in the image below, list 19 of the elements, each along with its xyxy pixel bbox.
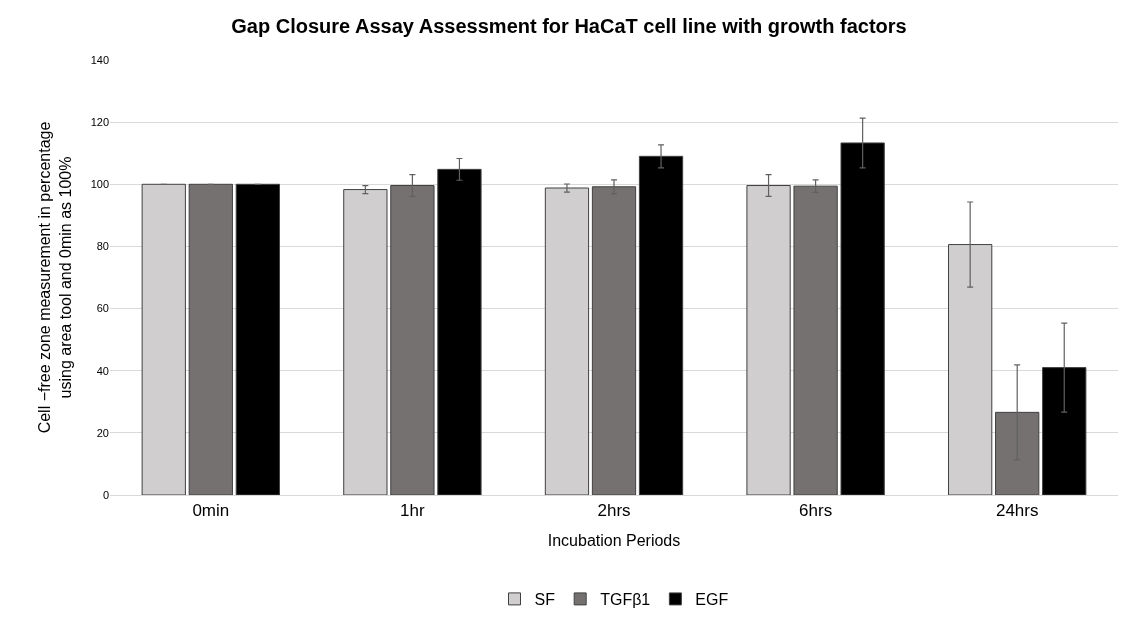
legend-label: TGFβ1 — [600, 591, 651, 609]
legend-label: SF — [534, 591, 556, 609]
y-tick-label: 120 — [90, 115, 109, 128]
y-tick-label: 140 — [90, 53, 109, 66]
x-tick-label: 2hrs — [597, 501, 631, 521]
y-tick-label: 80 — [96, 240, 109, 253]
x-tick-label: 1hr — [400, 501, 426, 521]
y-axis-title: Cell −free zone measurement in percentage using area tool and 0min as 100% — [35, 121, 74, 434]
x-tick-label: 0min — [192, 501, 230, 521]
x-tick-label: 6hrs — [799, 501, 833, 521]
y-tick-label: 40 — [96, 364, 109, 377]
x-tick-label: 24hrs — [995, 501, 1039, 521]
x-axis-title: Incubation Periods — [547, 532, 681, 550]
legend-label: EGF — [695, 591, 729, 609]
chart-title: Gap Closure Assay Assessment for HaCaT cell line with growth factors — [231, 14, 907, 37]
y-tick-label: 100 — [90, 178, 109, 191]
y-tick-label: 0 — [102, 488, 109, 501]
y-tick-label: 60 — [96, 302, 109, 315]
y-tick-label: 20 — [96, 426, 109, 439]
